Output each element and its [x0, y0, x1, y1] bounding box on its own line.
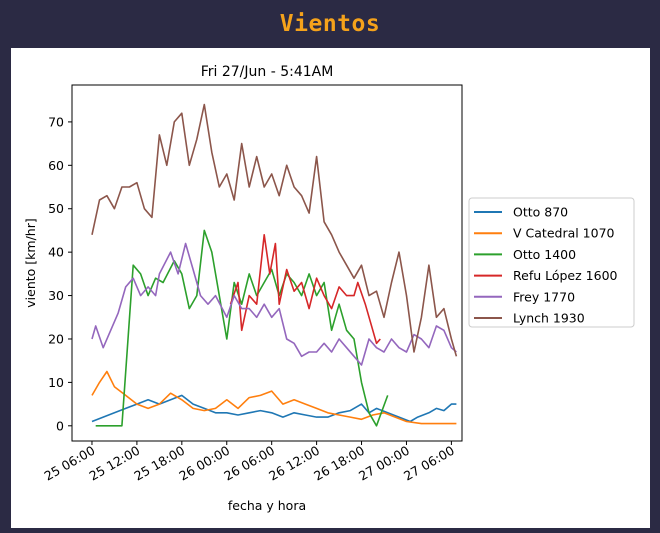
legend-entry-label: Lynch 1930 — [513, 311, 585, 326]
legend-entry-label: Otto 870 — [513, 205, 568, 220]
x-tick-label: 27 06:00 — [401, 443, 457, 484]
x-tick-label: 26 00:00 — [176, 443, 232, 484]
series-line-2 — [95, 229, 389, 427]
legend-entry-label: Frey 1770 — [513, 289, 575, 304]
legend: Otto 870 V Catedral 1070 Otto 1400 Refu Lóp… — [468, 197, 635, 328]
x-tick-label: 25 12:00 — [86, 443, 142, 484]
x-tick-label: 27 00:00 — [356, 443, 412, 484]
y-tick-label: 30 — [48, 288, 64, 303]
x-tick-label: 26 06:00 — [221, 443, 277, 484]
y-tick-label: 50 — [48, 201, 64, 216]
y-axis: 0 10 20 30 40 50 60 70 — [48, 114, 72, 433]
x-tick-label: 25 18:00 — [131, 443, 187, 484]
y-tick-label: 40 — [48, 245, 64, 260]
series-line-4 — [91, 242, 457, 366]
x-tick-label: 25 06:00 — [42, 443, 98, 484]
y-tick-label: 70 — [48, 114, 64, 129]
y-tick-label: 60 — [48, 158, 64, 173]
series-line-0 — [91, 394, 457, 423]
y-axis-label: viento [km/hr] — [23, 218, 38, 307]
x-axis-label: fecha y hora — [228, 498, 306, 513]
wind-chart: Fri 27/Jun - 5:41AM 0 10 20 30 40 50 60 70 25 0… — [23, 64, 635, 513]
plot-frame — [71, 84, 463, 442]
chart-panel: Fri 27/Jun - 5:41AM 0 10 20 30 40 50 60 70 25 0… — [11, 48, 650, 528]
legend-entry-label: Otto 1400 — [513, 247, 576, 262]
series-line-3 — [229, 234, 381, 345]
app-header: Vientos — [0, 0, 660, 48]
series-layer — [91, 103, 458, 427]
page-title: Vientos — [279, 11, 381, 37]
chart-title: Fri 27/Jun - 5:41AM — [201, 64, 334, 80]
series-line-5 — [91, 103, 458, 357]
legend-entry-label: V Catedral 1070 — [513, 226, 615, 241]
y-tick-label: 10 — [48, 375, 64, 390]
x-tick-label: 26 12:00 — [266, 443, 322, 484]
y-tick-label: 0 — [56, 418, 64, 433]
legend-box — [468, 197, 635, 328]
y-tick-label: 20 — [48, 331, 64, 346]
series-line-1 — [91, 370, 457, 425]
x-tick-label: 26 18:00 — [311, 443, 367, 484]
legend-entry-label: Refu López 1600 — [513, 268, 618, 283]
